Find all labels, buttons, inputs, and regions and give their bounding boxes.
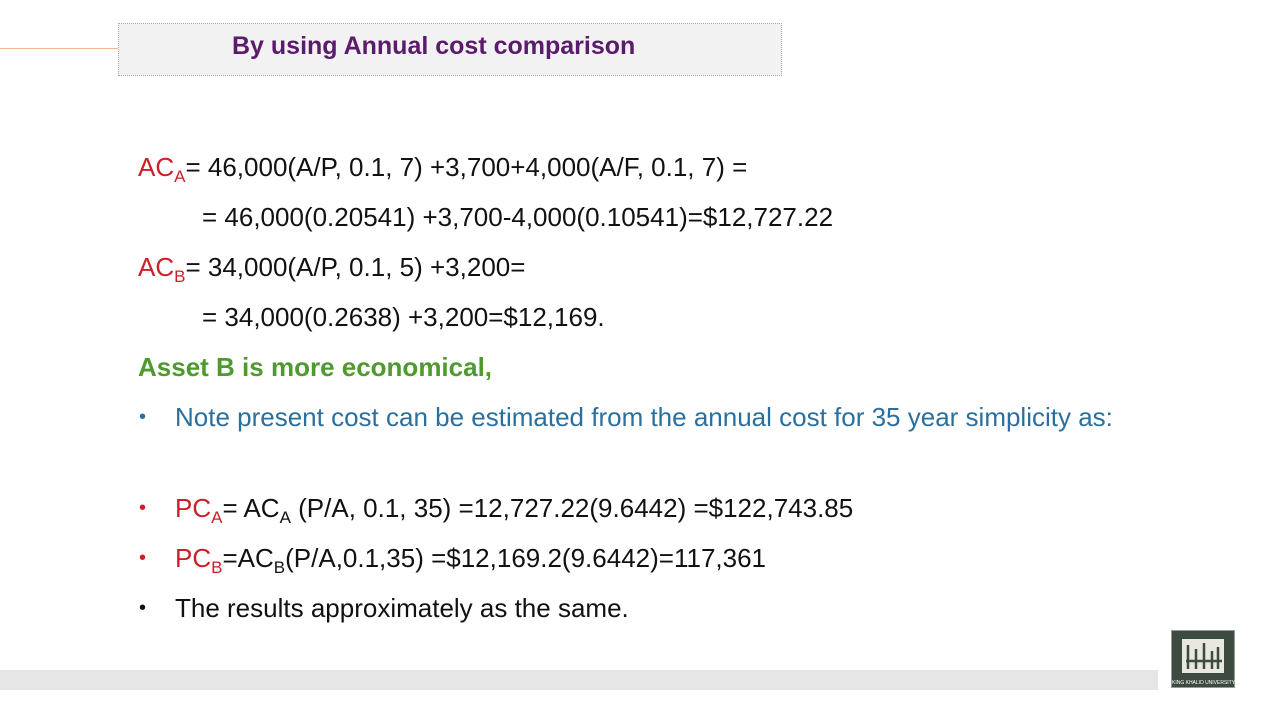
- expression: =AC: [222, 543, 274, 573]
- symbol: PC: [175, 543, 212, 573]
- symbol: PC: [175, 493, 212, 523]
- expression: = 46,000(A/P, 0.1, 7) +3,700+4,000(A/F, …: [185, 152, 748, 182]
- equation-result: = 46,000(0.20541) +3,700-4,000(0.10541)=…: [202, 202, 834, 232]
- symbol: AC: [138, 152, 175, 182]
- conclusion: Asset B is more economical,: [138, 352, 493, 382]
- bullet: PCA= ACA (P/A, 0.1, 35) =12,727.22(9.644…: [139, 493, 854, 526]
- logo: KING KHALID UNIVERSITY: [1171, 630, 1235, 688]
- bullet-text: Note present cost can be estimated from …: [139, 397, 1155, 438]
- title-box: [118, 23, 782, 76]
- expression: = 34,000(A/P, 0.1, 5) +3,200=: [185, 252, 526, 282]
- expression: (P/A, 0.1, 35) =12,727.22(9.6442) =$122,…: [290, 493, 854, 523]
- expression: = AC: [222, 493, 280, 523]
- emblem-calligraphy: [1186, 643, 1222, 669]
- subscript: A: [279, 508, 291, 527]
- equation-result: = 34,000(0.2638) +3,200=$12,169.: [202, 302, 605, 332]
- logo-caption: KING KHALID UNIVERSITY: [1172, 680, 1236, 686]
- equation: ACB= 34,000(A/P, 0.1, 5) +3,200=: [138, 252, 526, 285]
- bullet-text: The results approximately as the same.: [139, 593, 629, 623]
- subscript: B: [174, 267, 186, 286]
- bullet: PCB=ACB(P/A,0.1,35) =$12,169.2(9.6442)=1…: [139, 543, 767, 576]
- subscript: A: [174, 167, 186, 186]
- equation: ACA= 46,000(A/P, 0.1, 7) +3,700+4,000(A/…: [138, 152, 748, 185]
- title: By using Annual cost comparison: [232, 32, 636, 60]
- subscript: B: [211, 558, 223, 577]
- subscript: A: [211, 508, 223, 527]
- footer-bar: [0, 670, 1158, 690]
- symbol: AC: [138, 252, 175, 282]
- logo-emblem: [1182, 639, 1224, 673]
- accent-line: [0, 48, 118, 49]
- expression: (P/A,0.1,35) =$12,169.2(9.6442)=117,361: [285, 543, 767, 573]
- subscript: B: [273, 558, 286, 577]
